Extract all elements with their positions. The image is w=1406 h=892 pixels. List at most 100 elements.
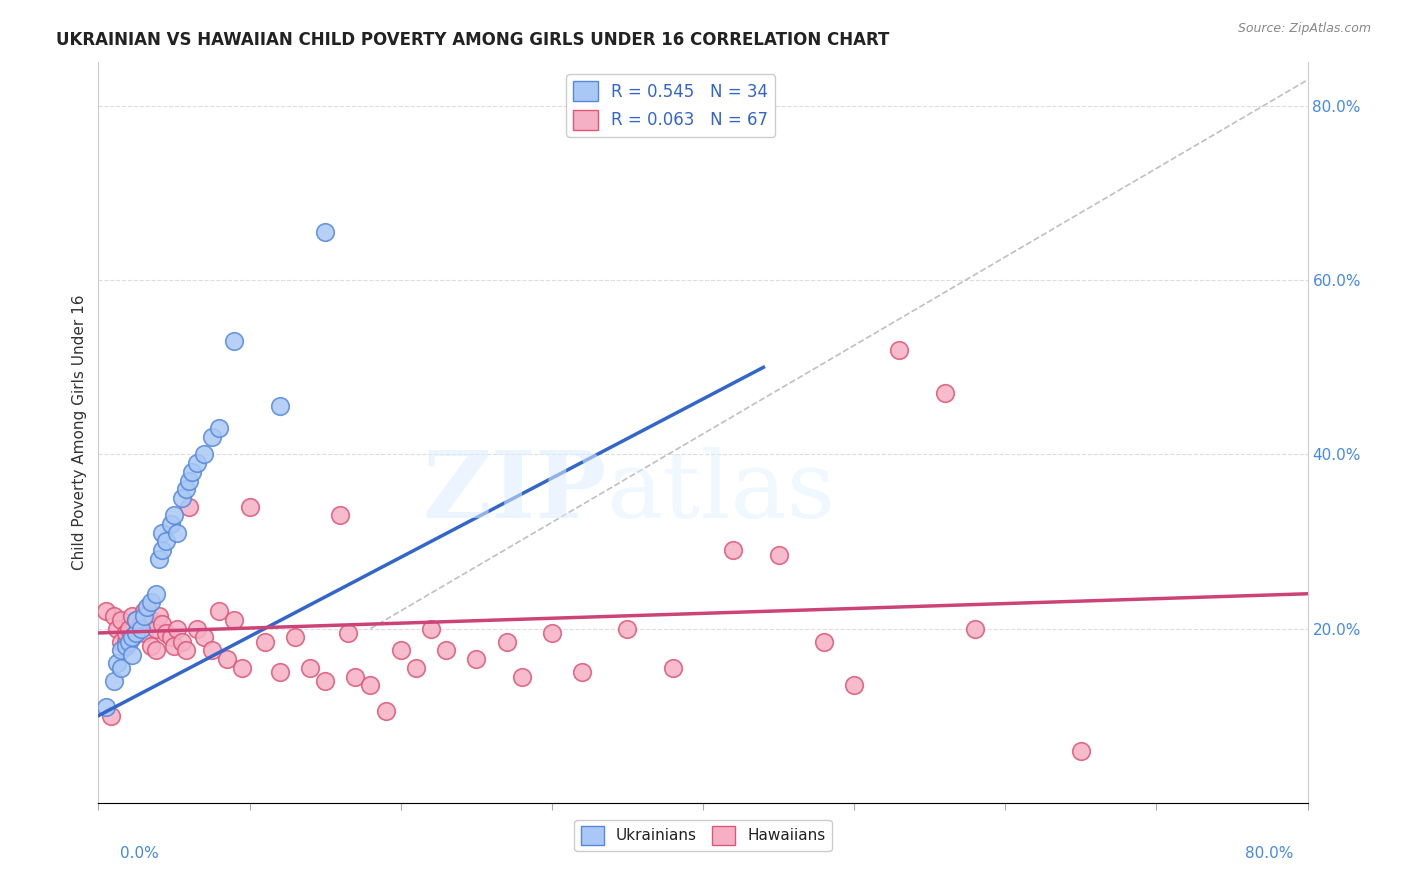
Point — [103, 673, 125, 688]
Point — [284, 630, 307, 644]
Point — [186, 622, 208, 636]
Point — [141, 595, 163, 609]
Point — [118, 634, 141, 648]
Point — [110, 661, 132, 675]
Point — [94, 700, 117, 714]
Point — [208, 604, 231, 618]
Point — [129, 617, 152, 632]
Point — [374, 704, 396, 718]
Point — [132, 626, 155, 640]
Point — [179, 474, 201, 488]
Point — [360, 678, 382, 692]
Point — [174, 643, 197, 657]
Point — [125, 613, 148, 627]
Point — [114, 639, 136, 653]
Point — [141, 639, 163, 653]
Point — [155, 626, 177, 640]
Point — [405, 661, 427, 675]
Point — [224, 613, 246, 627]
Point — [135, 608, 157, 623]
Text: Source: ZipAtlas.com: Source: ZipAtlas.com — [1237, 22, 1371, 36]
Point — [434, 643, 457, 657]
Point — [314, 225, 336, 239]
Point — [224, 334, 246, 348]
Point — [132, 608, 155, 623]
Point — [420, 622, 443, 636]
Point — [661, 661, 683, 675]
Point — [121, 648, 143, 662]
Point — [329, 508, 352, 523]
Point — [160, 517, 183, 532]
Point — [174, 482, 197, 496]
Point — [344, 669, 367, 683]
Point — [540, 626, 562, 640]
Point — [768, 548, 790, 562]
Point — [1070, 743, 1092, 757]
Point — [132, 604, 155, 618]
Point — [105, 657, 128, 671]
Point — [299, 661, 322, 675]
Point — [163, 508, 186, 523]
Point — [121, 608, 143, 623]
Point — [179, 500, 201, 514]
Point — [114, 634, 136, 648]
Point — [121, 630, 143, 644]
Y-axis label: Child Poverty Among Girls Under 16: Child Poverty Among Girls Under 16 — [72, 295, 87, 570]
Point — [135, 599, 157, 614]
Point — [114, 626, 136, 640]
Point — [110, 613, 132, 627]
Point — [170, 634, 193, 648]
Point — [193, 630, 215, 644]
Text: 0.0%: 0.0% — [120, 846, 159, 861]
Point — [269, 400, 291, 414]
Text: 80.0%: 80.0% — [1246, 846, 1294, 861]
Point — [166, 622, 188, 636]
Point — [208, 421, 231, 435]
Point — [100, 708, 122, 723]
Point — [813, 634, 835, 648]
Point — [336, 626, 359, 640]
Point — [269, 665, 291, 680]
Point — [193, 447, 215, 461]
Point — [201, 430, 224, 444]
Point — [148, 552, 170, 566]
Point — [155, 534, 177, 549]
Point — [145, 643, 167, 657]
Point — [314, 673, 336, 688]
Point — [215, 652, 238, 666]
Point — [186, 456, 208, 470]
Point — [616, 622, 638, 636]
Point — [231, 661, 253, 675]
Point — [150, 525, 173, 540]
Point — [125, 626, 148, 640]
Point — [160, 630, 183, 644]
Point — [94, 604, 117, 618]
Point — [495, 634, 517, 648]
Point — [965, 622, 987, 636]
Point — [145, 622, 167, 636]
Point — [166, 525, 188, 540]
Point — [148, 608, 170, 623]
Point — [723, 543, 745, 558]
Point — [150, 617, 173, 632]
Point — [389, 643, 412, 657]
Point — [121, 630, 143, 644]
Point — [141, 613, 163, 627]
Point — [239, 500, 262, 514]
Point — [103, 608, 125, 623]
Point — [201, 643, 224, 657]
Point — [125, 626, 148, 640]
Point — [125, 613, 148, 627]
Text: UKRAINIAN VS HAWAIIAN CHILD POVERTY AMONG GIRLS UNDER 16 CORRELATION CHART: UKRAINIAN VS HAWAIIAN CHILD POVERTY AMON… — [56, 31, 890, 49]
Point — [181, 465, 204, 479]
Point — [110, 634, 132, 648]
Point — [465, 652, 488, 666]
Point — [163, 639, 186, 653]
Point — [129, 622, 152, 636]
Point — [170, 491, 193, 505]
Point — [889, 343, 911, 357]
Text: atlas: atlas — [606, 447, 835, 537]
Point — [118, 622, 141, 636]
Point — [934, 386, 956, 401]
Point — [145, 587, 167, 601]
